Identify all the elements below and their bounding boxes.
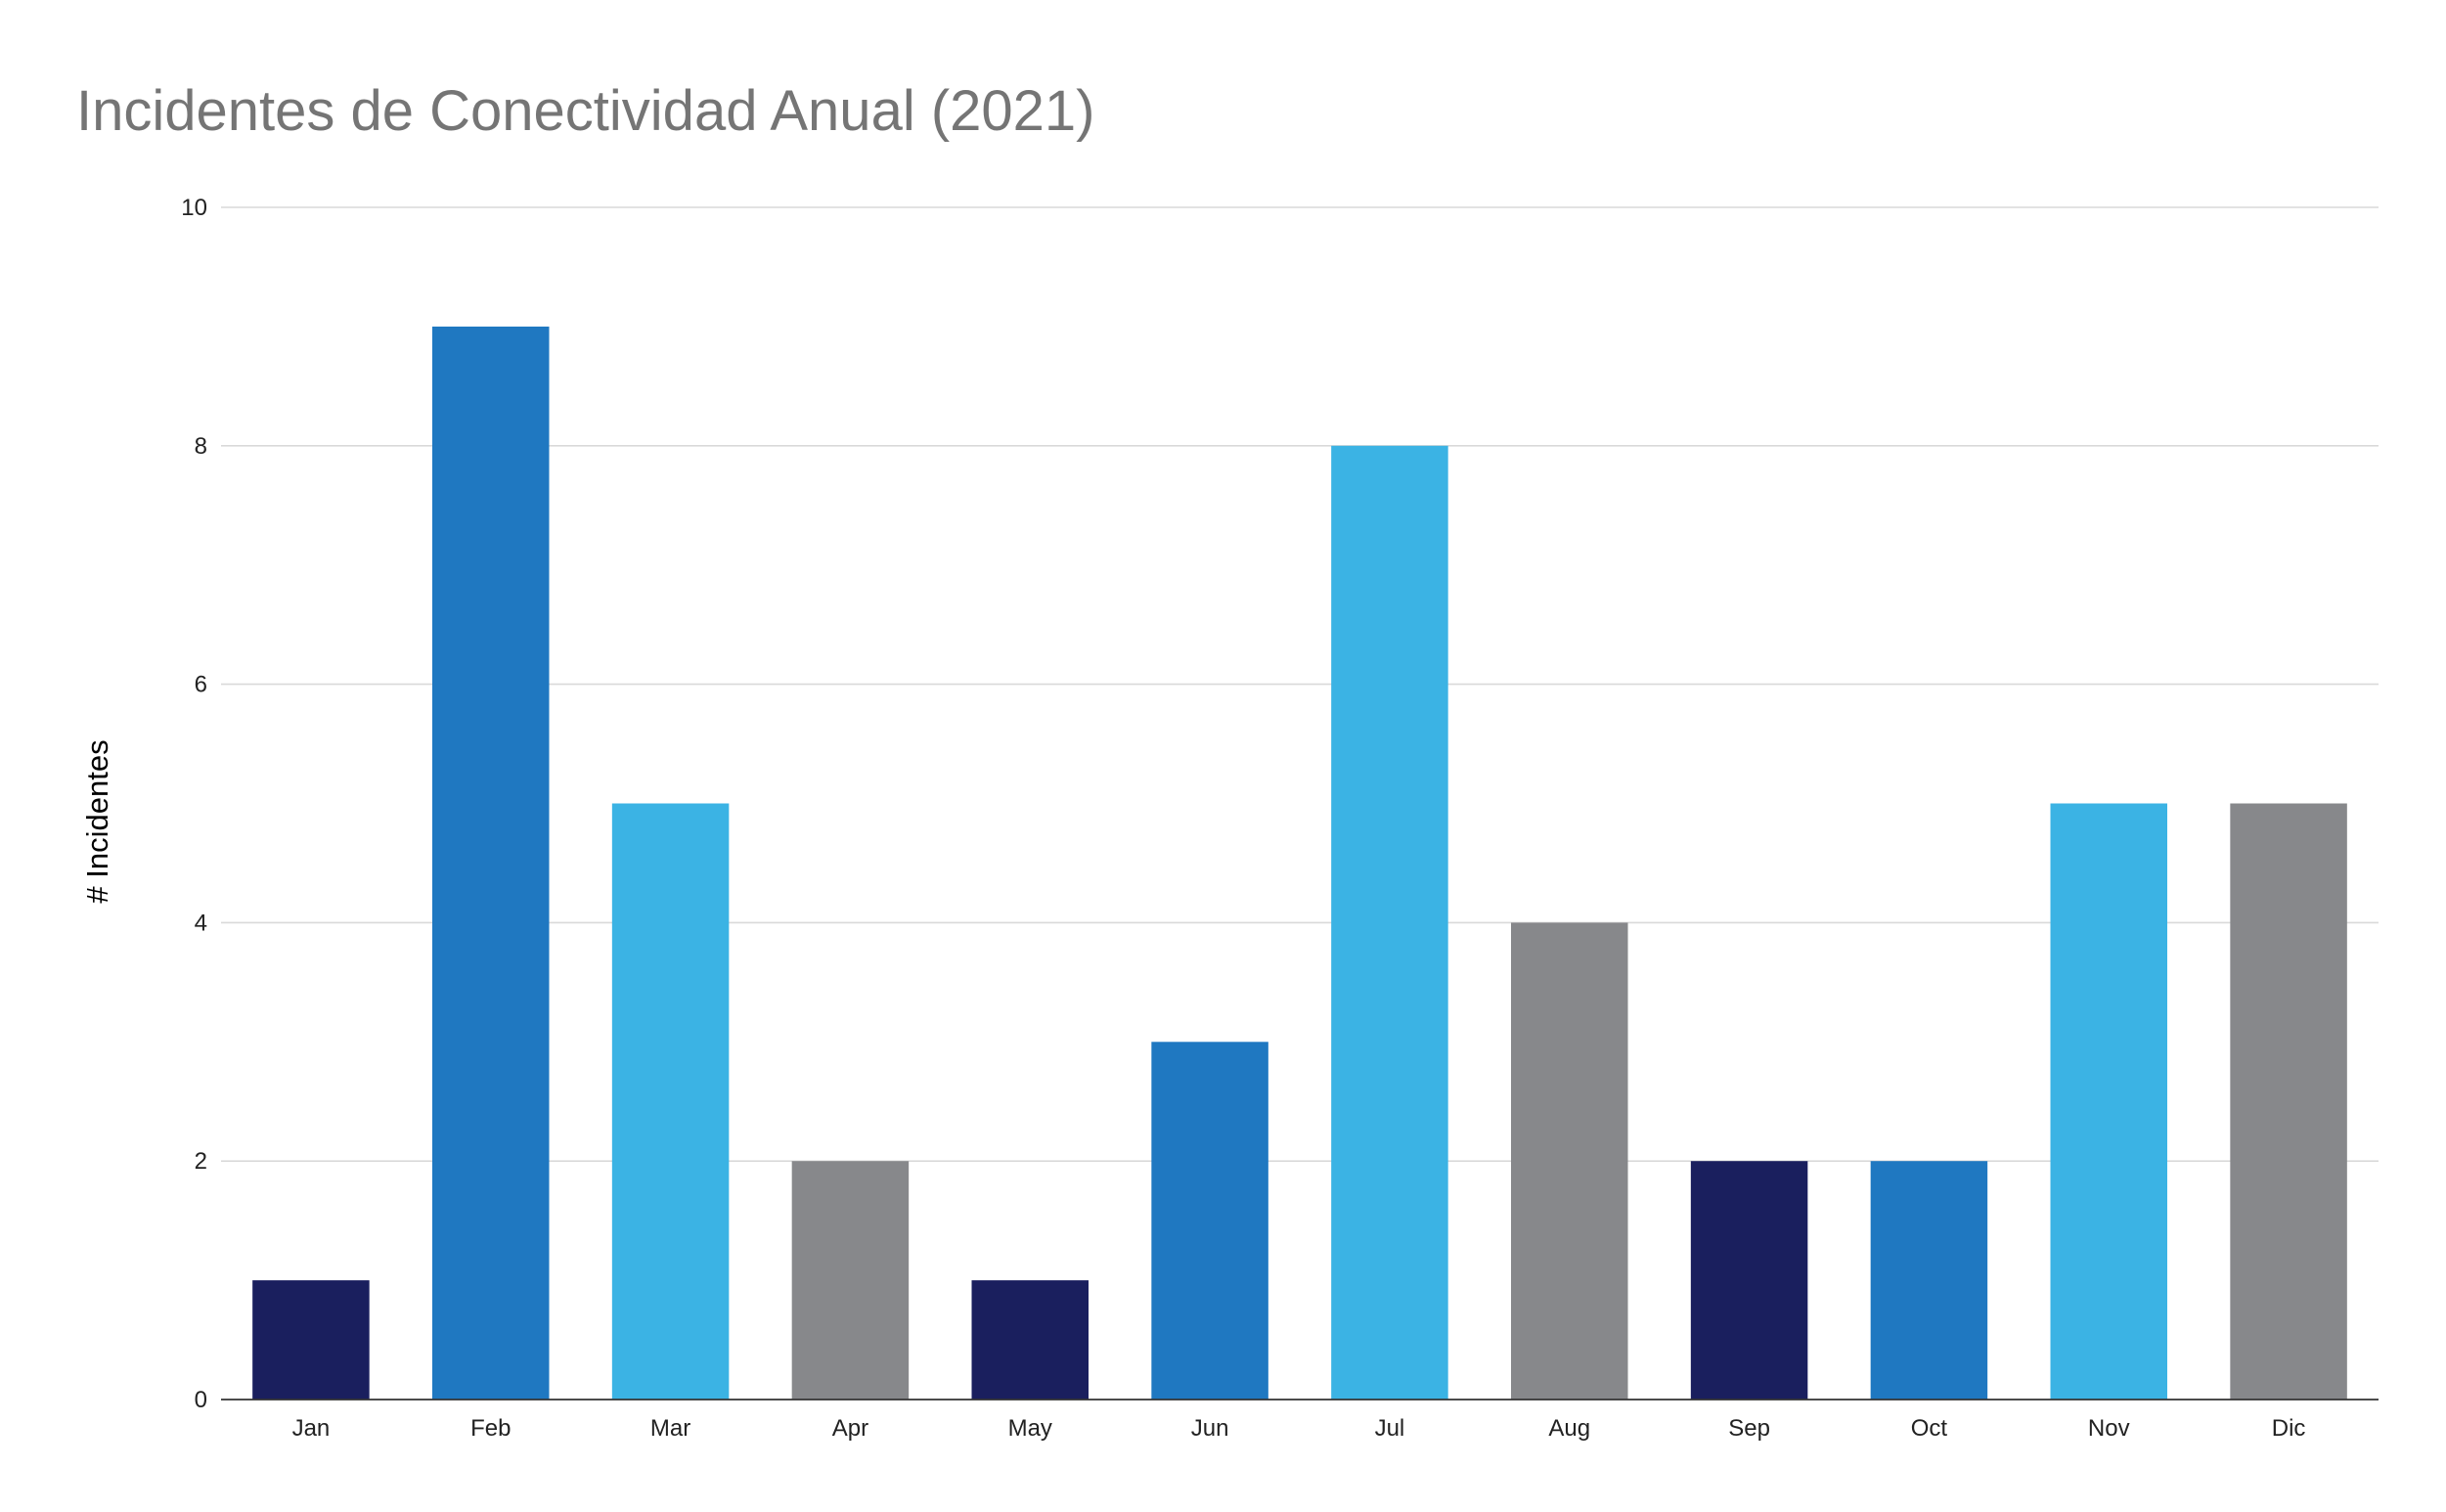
x-tick-label: Jan (292, 1415, 331, 1442)
x-tick-label: Dic (2272, 1415, 2306, 1442)
x-tick-label: Aug (1548, 1415, 1590, 1442)
bar-dic (2230, 803, 2347, 1400)
bar-sep (1690, 1161, 1808, 1400)
bar-aug (1511, 922, 1628, 1400)
bar-oct (1870, 1161, 1988, 1400)
y-tick-label: 2 (195, 1148, 207, 1175)
bar-apr (791, 1161, 910, 1400)
x-tick-label: Mar (650, 1415, 690, 1442)
y-tick-label: 0 (195, 1387, 207, 1413)
bar-mar (611, 803, 730, 1400)
y-tick-label: 6 (195, 672, 207, 698)
x-tick-label: Apr (832, 1415, 868, 1442)
x-tick-label: Nov (2088, 1415, 2130, 1442)
bar-feb (432, 326, 550, 1400)
bar-jul (1331, 445, 1448, 1400)
bar-may (971, 1280, 1089, 1400)
y-axis-label: # Incidentes (80, 739, 114, 903)
y-tick-label: 10 (181, 195, 207, 221)
x-axis-ticks: Jan Feb Mar Apr May Jun Jul Aug Sep Oct Nov Dic (292, 1415, 2306, 1442)
bar-jan (252, 1280, 370, 1400)
y-axis-ticks: 0 2 4 6 8 10 (181, 195, 207, 1413)
gridlines (221, 206, 2379, 1162)
x-tick-label: Sep (1728, 1415, 1770, 1442)
x-tick-label: Feb (470, 1415, 511, 1442)
bar-nov (2050, 803, 2167, 1400)
bar-jun (1151, 1042, 1268, 1400)
x-tick-label: Jun (1191, 1415, 1229, 1442)
chart-title: Incidentes de Conectividad Anual (2021) (76, 79, 1094, 143)
y-tick-label: 4 (195, 910, 207, 936)
bars (252, 326, 2347, 1400)
x-tick-label: Oct (1911, 1415, 1948, 1442)
x-tick-label: Jul (1375, 1415, 1405, 1442)
y-tick-label: 8 (195, 433, 207, 460)
x-tick-label: May (1008, 1415, 1052, 1442)
